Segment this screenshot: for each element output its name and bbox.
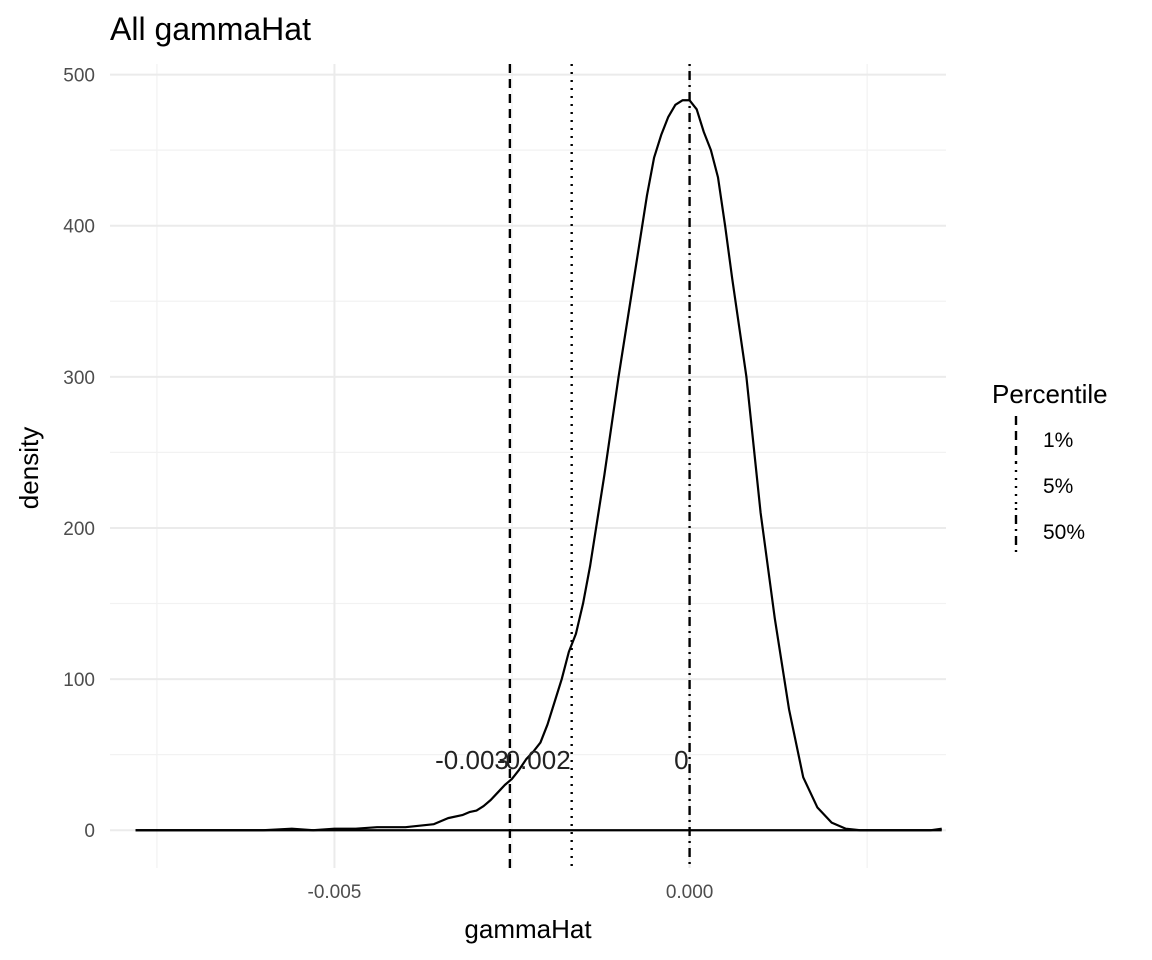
chart-title: All gammaHat xyxy=(110,11,311,47)
percentile-label: -0.002 xyxy=(497,745,571,775)
percentile-label: 0 xyxy=(674,745,688,775)
x-tick-label: 0.000 xyxy=(666,882,714,903)
y-tick-label: 300 xyxy=(63,368,95,389)
x-axis-title: gammaHat xyxy=(464,914,592,944)
percentile-label: -0.003 xyxy=(435,745,509,775)
y-axis-title: density xyxy=(14,427,44,509)
x-tick-label: -0.005 xyxy=(308,882,362,903)
legend: Percentile 1% 5% 50% xyxy=(992,379,1108,554)
density-line xyxy=(135,99,942,832)
y-tick-label: 0 xyxy=(84,821,95,842)
y-tick-label: 100 xyxy=(63,670,95,691)
y-tick-label: 400 xyxy=(63,217,95,238)
plot-area: 0 100 200 300 400 500 -0.005 0.000 -0.003-0.002 0 xyxy=(63,64,946,903)
y-tick-label: 500 xyxy=(63,66,95,87)
legend-title: Percentile xyxy=(992,379,1108,409)
legend-item-label: 5% xyxy=(1043,475,1073,498)
legend-item-label: 50% xyxy=(1043,521,1085,544)
legend-item-label: 1% xyxy=(1043,429,1073,452)
y-tick-label: 200 xyxy=(63,519,95,540)
